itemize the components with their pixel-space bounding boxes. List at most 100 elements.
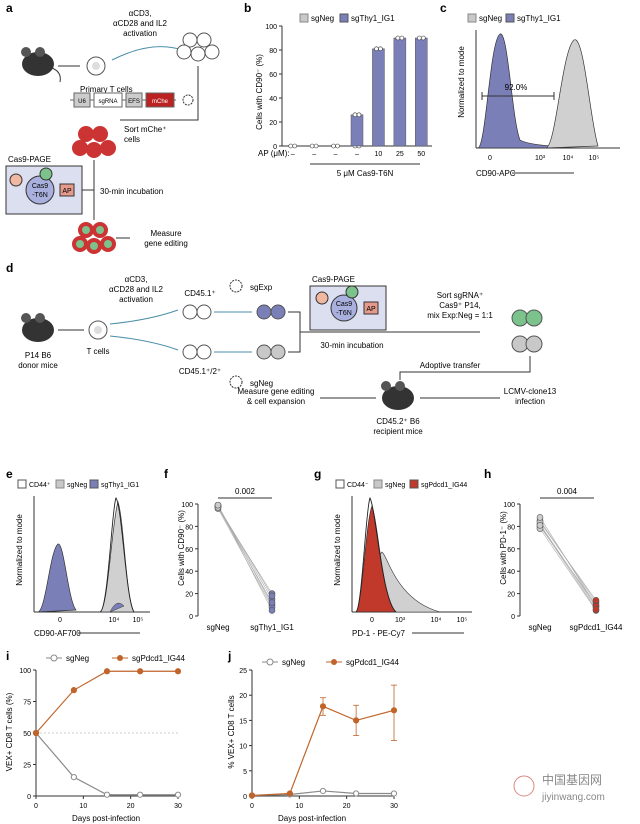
g-tick-3: 10⁵ (457, 617, 468, 624)
legend-swatch-sgneg (55, 479, 65, 489)
i-series-line (35, 670, 178, 734)
donor-mouse-icon (21, 313, 54, 342)
a-cas9-1: Cas9 (32, 183, 48, 190)
arrow (109, 309, 179, 325)
b-point (395, 35, 401, 41)
c-legend-sgneg: sgNeg (479, 14, 502, 23)
mixed-cells-icon (511, 309, 543, 353)
i-point (137, 668, 144, 675)
virus-icon (229, 279, 243, 293)
i-x-tick-label: 0 (34, 803, 38, 810)
virus-icon (182, 94, 194, 106)
j-legend-0: sgNeg (282, 658, 305, 667)
d-recipient-2: recipient mice (373, 427, 423, 436)
j-y-tick-label: 10 (239, 744, 247, 751)
b-ap-value: 10 (375, 151, 383, 158)
d-donor-2: donor mice (18, 361, 58, 370)
d-measure-1: Measure gene editing (238, 387, 315, 396)
a-cas9-page-label: Cas9-PAGE (8, 155, 51, 164)
j-series-line (251, 705, 395, 797)
h-y-tick-label: 0 (511, 614, 515, 621)
c-tick-3: 10⁵ (589, 155, 600, 162)
b-bottom: 5 μM Cas9-T6N (337, 169, 394, 178)
g-legend-1: sgNeg (385, 482, 405, 489)
construct-diagram: U6 sgRNA EFS mChe (70, 92, 176, 108)
d-measure-2: & cell expansion (247, 397, 305, 406)
e-legend-1: sgNeg (67, 482, 87, 489)
h-y-tick-label: 80 (507, 524, 515, 531)
b-bar (350, 114, 364, 147)
i-point (70, 687, 77, 694)
d-donor-1: P14 B6 (25, 351, 52, 360)
i-y-tick-label: 75 (23, 700, 31, 707)
panel-label-a: a (6, 1, 13, 15)
panel-label-b: b (244, 1, 251, 15)
g-tick-1: 10³ (395, 617, 406, 624)
cas9-icon (330, 294, 358, 322)
construct-u6: U6 (78, 99, 86, 105)
d-activation-2: αCD28 and IL2 (109, 285, 164, 294)
j-ylabel: % VEX+ CD8 T cells (227, 695, 236, 768)
chart-j: 0 5 10 15 20 25 0 10 20 30 (239, 668, 398, 810)
i-legend-1: sgPdcd1_IG44 (132, 654, 185, 663)
f-y-tick-label: 60 (185, 547, 193, 554)
h-point-sgneg (536, 521, 544, 529)
d-sgneg: sgNeg (250, 379, 273, 388)
i-x-tick-label: 10 (79, 803, 87, 810)
b-ap-value: – (334, 151, 338, 158)
panel-label-c: c (440, 1, 447, 15)
g-legend-0: CD44⁻ (347, 482, 369, 489)
c-tick-1: 10³ (535, 155, 546, 162)
h-ylabel: Cells with PD-1⁻ (%) (499, 511, 508, 585)
grna-icon (345, 285, 359, 299)
g-tick-2: 10⁴ (431, 617, 442, 624)
b-point (352, 112, 358, 118)
e-legend-2: sgThy1_IG1 (101, 482, 139, 489)
h-point-sgneg (536, 514, 544, 521)
histogram-e (33, 496, 150, 613)
a-primary-label: Primary T cells (80, 85, 133, 94)
watermark-cn: 中国基因网 (542, 772, 602, 787)
legend-swatch-sgpdcd1 (409, 479, 419, 489)
sorted-cells-icon (72, 126, 116, 158)
j-y-tick-label: 5 (243, 769, 247, 776)
legend-swatch-sgneg (467, 13, 477, 23)
i-point (103, 791, 111, 798)
d-transfer: Adoptive transfer (420, 361, 481, 370)
b-point (420, 35, 426, 41)
b-legend-sgthy1: sgThy1_IG1 (351, 14, 395, 23)
chart-f: 0 20 40 60 80 100 (181, 501, 276, 621)
h-pair-line (539, 525, 597, 610)
b-y-tick-label: 20 (269, 120, 277, 127)
watermark-url: jiyinwang.com (541, 792, 605, 803)
legend-swatch-sgthy1 (89, 479, 99, 489)
i-x-tick-label: 30 (174, 803, 182, 810)
d-tcells: T cells (87, 347, 110, 356)
b-point (309, 143, 315, 149)
edited-cells-icon (72, 222, 116, 254)
e-ylabel: Normalized to mode (15, 514, 24, 586)
g-ylabel: Normalized to mode (333, 514, 342, 586)
h-y-tick-label: 60 (507, 547, 515, 554)
histogram-g (351, 496, 472, 613)
h-pvalue: 0.004 (557, 487, 578, 496)
panel-label-i: i (6, 649, 9, 663)
c-ylabel: Normalized to mode (457, 46, 466, 118)
f-pair-line (217, 506, 273, 596)
b-y-tick-label: 40 (269, 96, 277, 103)
cas9-icon (25, 175, 55, 205)
recipient-mouse-icon (381, 381, 414, 410)
d-lcmv-2: infection (515, 397, 545, 406)
b-ylabel: Cells with CD90⁻ (%) (255, 54, 264, 130)
b-legend-sgneg: sgNeg (311, 14, 334, 23)
b-ap-label: AP (μM): (258, 149, 290, 158)
b-point (374, 46, 379, 52)
d-activation-3: activation (119, 295, 153, 304)
b-y-tick-label: 60 (269, 72, 277, 79)
b-ap-values: – – – – 10 25 50 (291, 151, 426, 158)
arrow (111, 46, 183, 61)
h-pair-line (539, 517, 597, 607)
grna-icon (39, 167, 53, 181)
f-pair-line (217, 504, 273, 611)
